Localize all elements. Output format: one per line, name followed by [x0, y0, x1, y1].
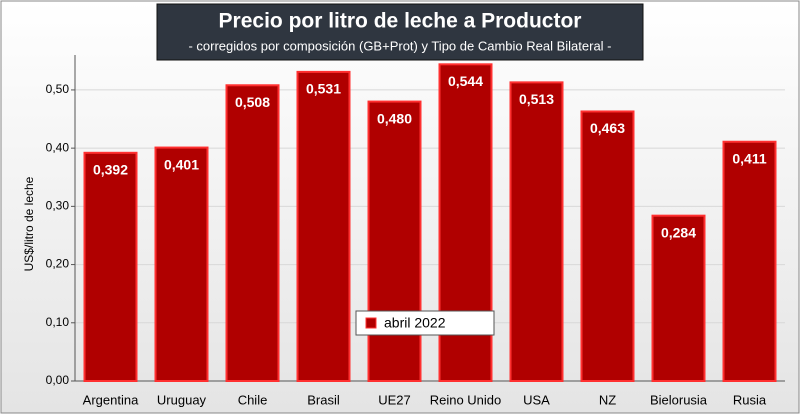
bar — [509, 81, 564, 382]
value-label: 0,544 — [448, 73, 483, 89]
bar — [154, 146, 209, 382]
y-tick-label: 0,50 — [46, 82, 70, 96]
bar — [367, 100, 422, 382]
x-tick-label: Rusia — [733, 392, 767, 407]
bar — [296, 70, 351, 382]
value-label: 0,284 — [661, 224, 696, 240]
bar — [83, 151, 138, 382]
y-tick-label: 0,30 — [46, 199, 70, 213]
x-tick-label: UE27 — [378, 392, 411, 407]
value-label: 0,531 — [306, 81, 341, 97]
y-axis-label: US$/litro de leche — [22, 176, 36, 271]
value-label: 0,463 — [590, 120, 625, 136]
bar — [722, 140, 777, 382]
y-tick-label: 0,40 — [46, 140, 70, 154]
chart-title: Precio por litro de leche a Productor — [219, 10, 582, 33]
y-tick-label: 0,20 — [46, 257, 70, 271]
value-label: 0,508 — [235, 94, 270, 110]
x-tick-label: USA — [523, 392, 550, 407]
legend-box — [355, 310, 495, 336]
legend-swatch — [365, 317, 377, 329]
y-tick-label: 0,00 — [46, 373, 70, 387]
x-tick-label: Reino Unido — [430, 392, 502, 407]
value-label: 0,411 — [732, 150, 766, 166]
bar — [580, 110, 635, 382]
bar — [225, 84, 280, 383]
title-box — [156, 3, 644, 61]
chart-subtitle: - corregidos por composición (GB+Prot) y… — [188, 38, 611, 53]
legend-label: abril 2022 — [384, 315, 446, 331]
value-label: 0,401 — [164, 156, 199, 172]
value-label: 0,480 — [377, 110, 412, 126]
x-tick-label: Argentina — [83, 392, 139, 407]
value-label: 0,392 — [93, 162, 128, 178]
x-tick-label: Bielorusia — [650, 392, 708, 407]
x-tick-label: NZ — [599, 392, 616, 407]
x-tick-label: Brasil — [307, 392, 340, 407]
y-tick-label: 0,10 — [46, 315, 70, 329]
value-label: 0,513 — [519, 91, 554, 107]
x-tick-label: Uruguay — [157, 392, 207, 407]
x-tick-label: Chile — [238, 392, 268, 407]
bar — [651, 214, 706, 382]
